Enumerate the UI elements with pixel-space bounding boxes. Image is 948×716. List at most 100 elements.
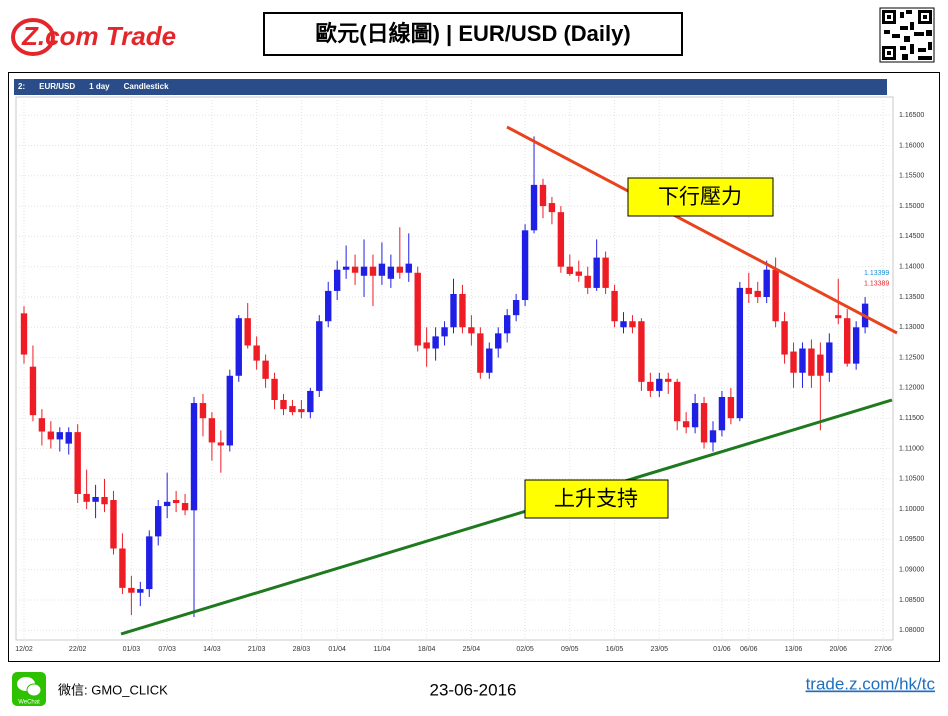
price-marker: 1.13389 [864, 281, 889, 288]
wechat-id: 微信: GMO_CLICK [58, 682, 168, 697]
toolbar-items: 2: EUR/USD 1 day Candlestick [18, 82, 169, 91]
y-tick-label: 1.13000 [899, 324, 924, 331]
candle-body [92, 496, 99, 502]
y-tick-label: 1.12500 [899, 354, 924, 361]
candle-body [244, 318, 251, 346]
candle-body [387, 266, 395, 279]
wechat-bubble [26, 683, 42, 697]
x-tick-label: 18/04 [418, 646, 436, 653]
candle-body [65, 432, 72, 444]
candle-body [673, 381, 681, 422]
candle-body [647, 381, 654, 391]
candle-body [709, 430, 717, 443]
link[interactable]: trade.z.com/hk/tc [806, 674, 936, 693]
candle-body [691, 403, 699, 428]
candle-body [468, 327, 475, 334]
x-tick-label: 22/02 [69, 646, 87, 653]
candle-body [190, 403, 198, 511]
candle-body [181, 503, 189, 511]
candle-body [262, 360, 269, 379]
candle-body [530, 184, 538, 231]
x-tick-label: 27/06 [874, 646, 892, 653]
title-box [263, 12, 683, 56]
candle-body [271, 378, 278, 401]
y-tick-label: 1.10500 [899, 476, 924, 483]
annotation: 下行壓力 [658, 186, 742, 209]
candle-body [602, 257, 609, 288]
y-tick-label: 1.08000 [899, 627, 924, 634]
x-tick-label: 01/03 [123, 646, 141, 653]
candle-body [56, 432, 63, 440]
candle-body [826, 342, 833, 373]
candle-body [754, 290, 761, 297]
candle-body [110, 500, 117, 549]
x-tick-label: 12/02 [15, 646, 33, 653]
candle-body [360, 266, 368, 276]
candle-body [208, 418, 216, 443]
wechat-label: WeChat [18, 700, 40, 706]
x-tick-label: 20/06 [829, 646, 847, 653]
y-tick-label: 1.15500 [899, 173, 924, 180]
qr-code [879, 7, 935, 63]
title: 歐元(日線圖) | EUR/USD (Daily) [315, 21, 630, 46]
candle-body [29, 366, 37, 416]
candle-body [298, 409, 305, 413]
candle-body [548, 203, 556, 213]
x-tick-label: 06/06 [740, 646, 758, 653]
candle-body [342, 266, 350, 270]
y-tick-label: 1.14000 [899, 264, 924, 271]
candle-body [396, 266, 404, 273]
candle-body [253, 345, 260, 361]
candle-body [835, 315, 842, 319]
candle-body [459, 293, 466, 328]
toolbar-item: 2: [18, 82, 25, 91]
candle-body [101, 496, 108, 505]
candle-body [172, 500, 180, 504]
candle-body [414, 272, 421, 346]
candle-body [584, 275, 591, 288]
candle-body [280, 400, 287, 410]
candle-body [808, 348, 815, 376]
candle-body [790, 351, 797, 373]
y-tick-label: 1.09000 [899, 567, 924, 574]
candle-body [763, 269, 770, 297]
candle-body [593, 257, 600, 288]
x-tick-label: 23/05 [651, 646, 669, 653]
support-line [120, 398, 893, 636]
toolbar-item: EUR/USD [39, 82, 75, 91]
candle-body [119, 548, 126, 588]
resistance-line [506, 125, 898, 335]
x-tick-label: 28/03 [293, 646, 311, 653]
candle-body [727, 396, 735, 419]
y-tick-label: 1.12000 [899, 385, 924, 392]
y-tick-label: 1.15000 [899, 203, 924, 210]
price-marker: 1.13399 [864, 270, 889, 277]
y-tick-label: 1.13500 [899, 294, 924, 301]
x-tick-label: 16/05 [606, 646, 624, 653]
candle-body [521, 230, 529, 301]
candle-body [199, 403, 207, 419]
candles: 1.13399 1.13389 [20, 136, 889, 617]
candle-body [477, 333, 484, 373]
x-tick-label: 09/05 [561, 646, 579, 653]
candle-body [629, 321, 636, 328]
candle-body [378, 263, 386, 276]
candle-body [718, 396, 726, 431]
annotation-box [627, 177, 774, 217]
candle-body [146, 536, 153, 590]
candle-body [163, 501, 171, 507]
candle-body [817, 354, 824, 376]
candle-body [432, 336, 439, 349]
x-tick-label: 01/06 [713, 646, 731, 653]
y-tick-label: 1.10000 [899, 506, 924, 513]
toolbar-item: Candlestick [124, 82, 169, 91]
candle-body [557, 212, 565, 267]
x-tick-label: 11/04 [373, 646, 390, 653]
toolbar-item: 1 day [89, 82, 110, 91]
y-tick-label: 1.14500 [899, 233, 924, 240]
x-tick-label: 13/06 [785, 646, 803, 653]
toolbar [14, 79, 887, 95]
x-tick-label: 25/04 [463, 646, 481, 653]
candle-body [736, 287, 744, 419]
